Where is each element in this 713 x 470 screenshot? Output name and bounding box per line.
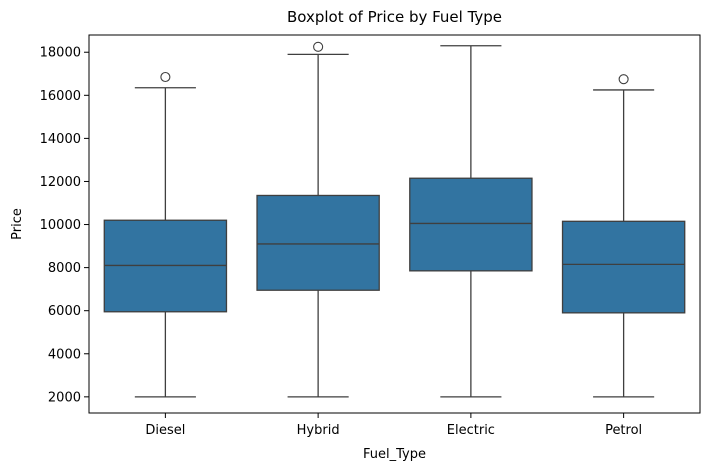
- y-tick-label: 16000: [40, 89, 81, 104]
- y-tick-label: 14000: [40, 132, 81, 147]
- x-tick-label-hybrid: Hybrid: [297, 423, 340, 438]
- y-tick-label: 6000: [48, 304, 81, 319]
- box-group-electric: [409, 45, 533, 398]
- x-tick-label-electric: Electric: [447, 423, 495, 438]
- plot-frame: [88, 34, 701, 414]
- x-axis-label: Fuel_Type: [363, 447, 426, 462]
- plot-area: 2000 4000 6000 8000 10000 12000 14000 16000 1800…: [40, 34, 701, 438]
- y-axis-label: Price: [10, 208, 25, 240]
- y-tick-label: 18000: [40, 46, 81, 61]
- chart-title: Boxplot of Price by Fuel Type: [287, 8, 502, 26]
- iqr-box: [409, 177, 533, 272]
- outlier-point: [618, 74, 629, 85]
- box-group-petrol: [561, 74, 686, 398]
- x-tick-label-petrol: Petrol: [605, 423, 642, 438]
- y-tick-label: 12000: [40, 175, 81, 190]
- y-tick-label: 8000: [48, 261, 81, 276]
- x-tick-label-diesel: Diesel: [145, 423, 185, 438]
- outlier-point: [313, 41, 324, 52]
- iqr-box: [561, 220, 686, 314]
- box-group-hybrid: [256, 41, 380, 398]
- outlier-point: [160, 71, 171, 83]
- y-tick-label: 10000: [40, 218, 81, 233]
- y-tick-label: 4000: [48, 347, 81, 362]
- box-group-diesel: [103, 71, 228, 398]
- iqr-box: [256, 194, 380, 291]
- y-tick-label: 2000: [48, 390, 81, 405]
